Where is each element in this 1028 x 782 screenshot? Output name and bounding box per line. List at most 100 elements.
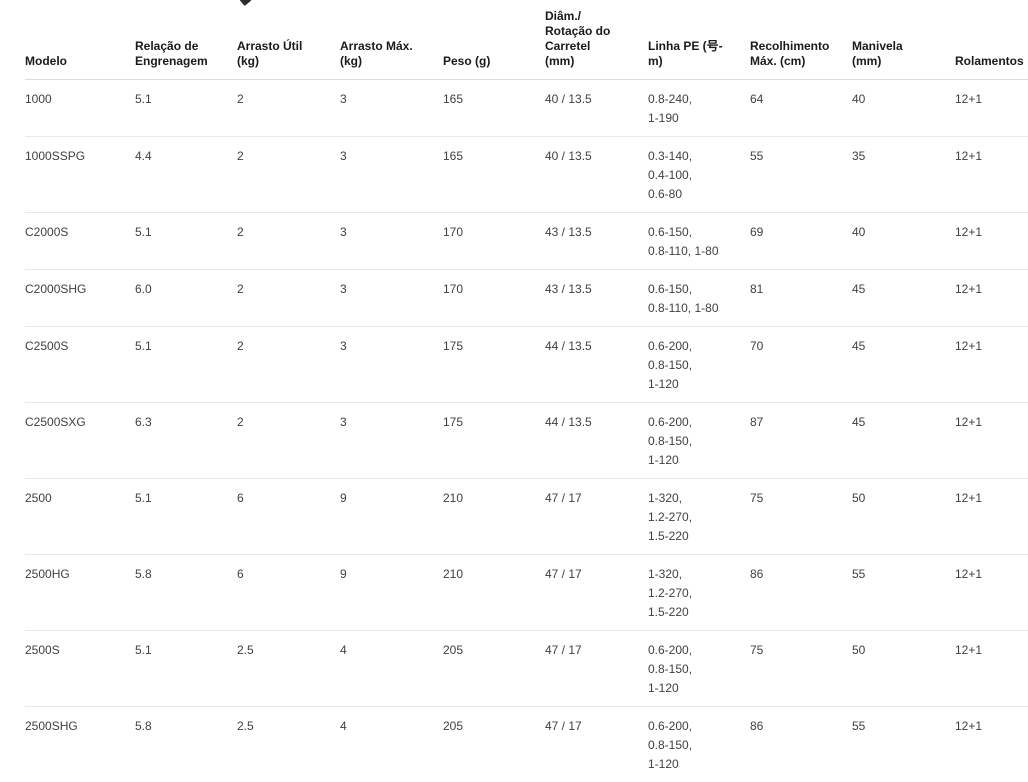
cell-recolhimento-max: 69 (750, 213, 852, 270)
cell-manivela: 40 (852, 80, 955, 137)
cell-arrasto-util: 2 (237, 327, 340, 403)
cell-linha-pe: 0.8-240, 1-190 (648, 80, 750, 137)
cell-arrasto-max: 9 (340, 479, 443, 555)
cell-arrasto-max: 9 (340, 555, 443, 631)
cell-modelo: 1000 (25, 80, 135, 137)
cell-linha-pe: 0.6-200, 0.8-150, 1-120 (648, 403, 750, 479)
cell-relacao-engrenagem: 5.8 (135, 707, 237, 782)
cell-modelo: 2500 (25, 479, 135, 555)
cell-rolamentos: 12+1 (955, 213, 1028, 270)
cell-relacao-engrenagem: 5.1 (135, 80, 237, 137)
col-header-linha-pe: Linha PE (号- m) (648, 0, 750, 80)
cell-rolamentos: 12+1 (955, 80, 1028, 137)
cell-recolhimento-max: 64 (750, 80, 852, 137)
cell-modelo: C2000S (25, 213, 135, 270)
col-header-relacao-engrenagem: Relação de Engrenagem (135, 0, 237, 80)
cell-arrasto-max: 3 (340, 213, 443, 270)
cell-diam-rotacao-carretel: 43 / 13.5 (545, 270, 648, 327)
cell-linha-pe: 0.3-140, 0.4-100, 0.6-80 (648, 137, 750, 213)
cell-diam-rotacao-carretel: 44 / 13.5 (545, 403, 648, 479)
cell-linha-pe: 0.6-150, 0.8-110, 1-80 (648, 270, 750, 327)
cell-arrasto-util: 2 (237, 403, 340, 479)
cell-linha-pe: 0.6-200, 0.8-150, 1-120 (648, 707, 750, 782)
cell-modelo: 1000SSPG (25, 137, 135, 213)
cell-recolhimento-max: 87 (750, 403, 852, 479)
cell-diam-rotacao-carretel: 40 / 13.5 (545, 80, 648, 137)
cell-diam-rotacao-carretel: 47 / 17 (545, 479, 648, 555)
cell-manivela: 45 (852, 327, 955, 403)
cell-relacao-engrenagem: 6.0 (135, 270, 237, 327)
cell-manivela: 50 (852, 631, 955, 707)
col-header-diam-rotacao-carretel: Diâm./ Rotação do Carretel (mm) (545, 0, 648, 80)
cell-recolhimento-max: 81 (750, 270, 852, 327)
cell-arrasto-util: 6 (237, 555, 340, 631)
cell-arrasto-max: 4 (340, 631, 443, 707)
cell-rolamentos: 12+1 (955, 327, 1028, 403)
cell-diam-rotacao-carretel: 40 / 13.5 (545, 137, 648, 213)
cell-peso: 205 (443, 707, 545, 782)
cell-linha-pe: 1-320, 1.2-270, 1.5-220 (648, 555, 750, 631)
cell-relacao-engrenagem: 5.1 (135, 631, 237, 707)
cell-modelo: C2000SHG (25, 270, 135, 327)
cell-relacao-engrenagem: 5.1 (135, 327, 237, 403)
cell-diam-rotacao-carretel: 43 / 13.5 (545, 213, 648, 270)
cell-linha-pe: 0.6-200, 0.8-150, 1-120 (648, 631, 750, 707)
col-header-recolhimento-max: Recolhimento Máx. (cm) (750, 0, 852, 80)
cell-recolhimento-max: 55 (750, 137, 852, 213)
cell-recolhimento-max: 86 (750, 555, 852, 631)
cell-arrasto-util: 2 (237, 213, 340, 270)
cell-manivela: 55 (852, 707, 955, 782)
cell-recolhimento-max: 86 (750, 707, 852, 782)
header-row: Modelo Relação de Engrenagem Arrasto Úti… (25, 0, 1028, 80)
col-header-arrasto-max: Arrasto Máx. (kg) (340, 0, 443, 80)
cell-peso: 175 (443, 403, 545, 479)
cell-peso: 205 (443, 631, 545, 707)
reel-spec-table: Modelo Relação de Engrenagem Arrasto Úti… (25, 0, 1028, 782)
cell-peso: 165 (443, 80, 545, 137)
cell-relacao-engrenagem: 5.1 (135, 479, 237, 555)
col-header-rolamentos: Rolamentos (955, 0, 1028, 80)
cell-rolamentos: 12+1 (955, 631, 1028, 707)
cell-modelo: C2500SXG (25, 403, 135, 479)
cell-arrasto-util: 2 (237, 80, 340, 137)
cell-manivela: 45 (852, 270, 955, 327)
cell-rolamentos: 12+1 (955, 707, 1028, 782)
cell-peso: 170 (443, 270, 545, 327)
cell-peso: 210 (443, 555, 545, 631)
cell-arrasto-max: 3 (340, 137, 443, 213)
cell-arrasto-util: 2 (237, 137, 340, 213)
cell-diam-rotacao-carretel: 44 / 13.5 (545, 327, 648, 403)
cell-rolamentos: 12+1 (955, 270, 1028, 327)
cell-manivela: 40 (852, 213, 955, 270)
cell-modelo: 2500HG (25, 555, 135, 631)
cell-linha-pe: 0.6-150, 0.8-110, 1-80 (648, 213, 750, 270)
cell-relacao-engrenagem: 4.4 (135, 137, 237, 213)
cell-arrasto-util: 2 (237, 270, 340, 327)
cell-manivela: 45 (852, 403, 955, 479)
cell-arrasto-util: 6 (237, 479, 340, 555)
cell-relacao-engrenagem: 5.8 (135, 555, 237, 631)
cell-arrasto-max: 3 (340, 80, 443, 137)
cell-arrasto-max: 3 (340, 270, 443, 327)
cell-arrasto-max: 3 (340, 327, 443, 403)
cell-recolhimento-max: 75 (750, 631, 852, 707)
cell-modelo: 2500SHG (25, 707, 135, 782)
cell-rolamentos: 12+1 (955, 555, 1028, 631)
cell-arrasto-max: 3 (340, 403, 443, 479)
col-header-peso: Peso (g) (443, 0, 545, 80)
col-header-manivela: Manivela (mm) (852, 0, 955, 80)
cell-peso: 170 (443, 213, 545, 270)
cell-linha-pe: 0.6-200, 0.8-150, 1-120 (648, 327, 750, 403)
cell-peso: 175 (443, 327, 545, 403)
cell-manivela: 55 (852, 555, 955, 631)
cell-modelo: 2500S (25, 631, 135, 707)
cell-relacao-engrenagem: 5.1 (135, 213, 237, 270)
